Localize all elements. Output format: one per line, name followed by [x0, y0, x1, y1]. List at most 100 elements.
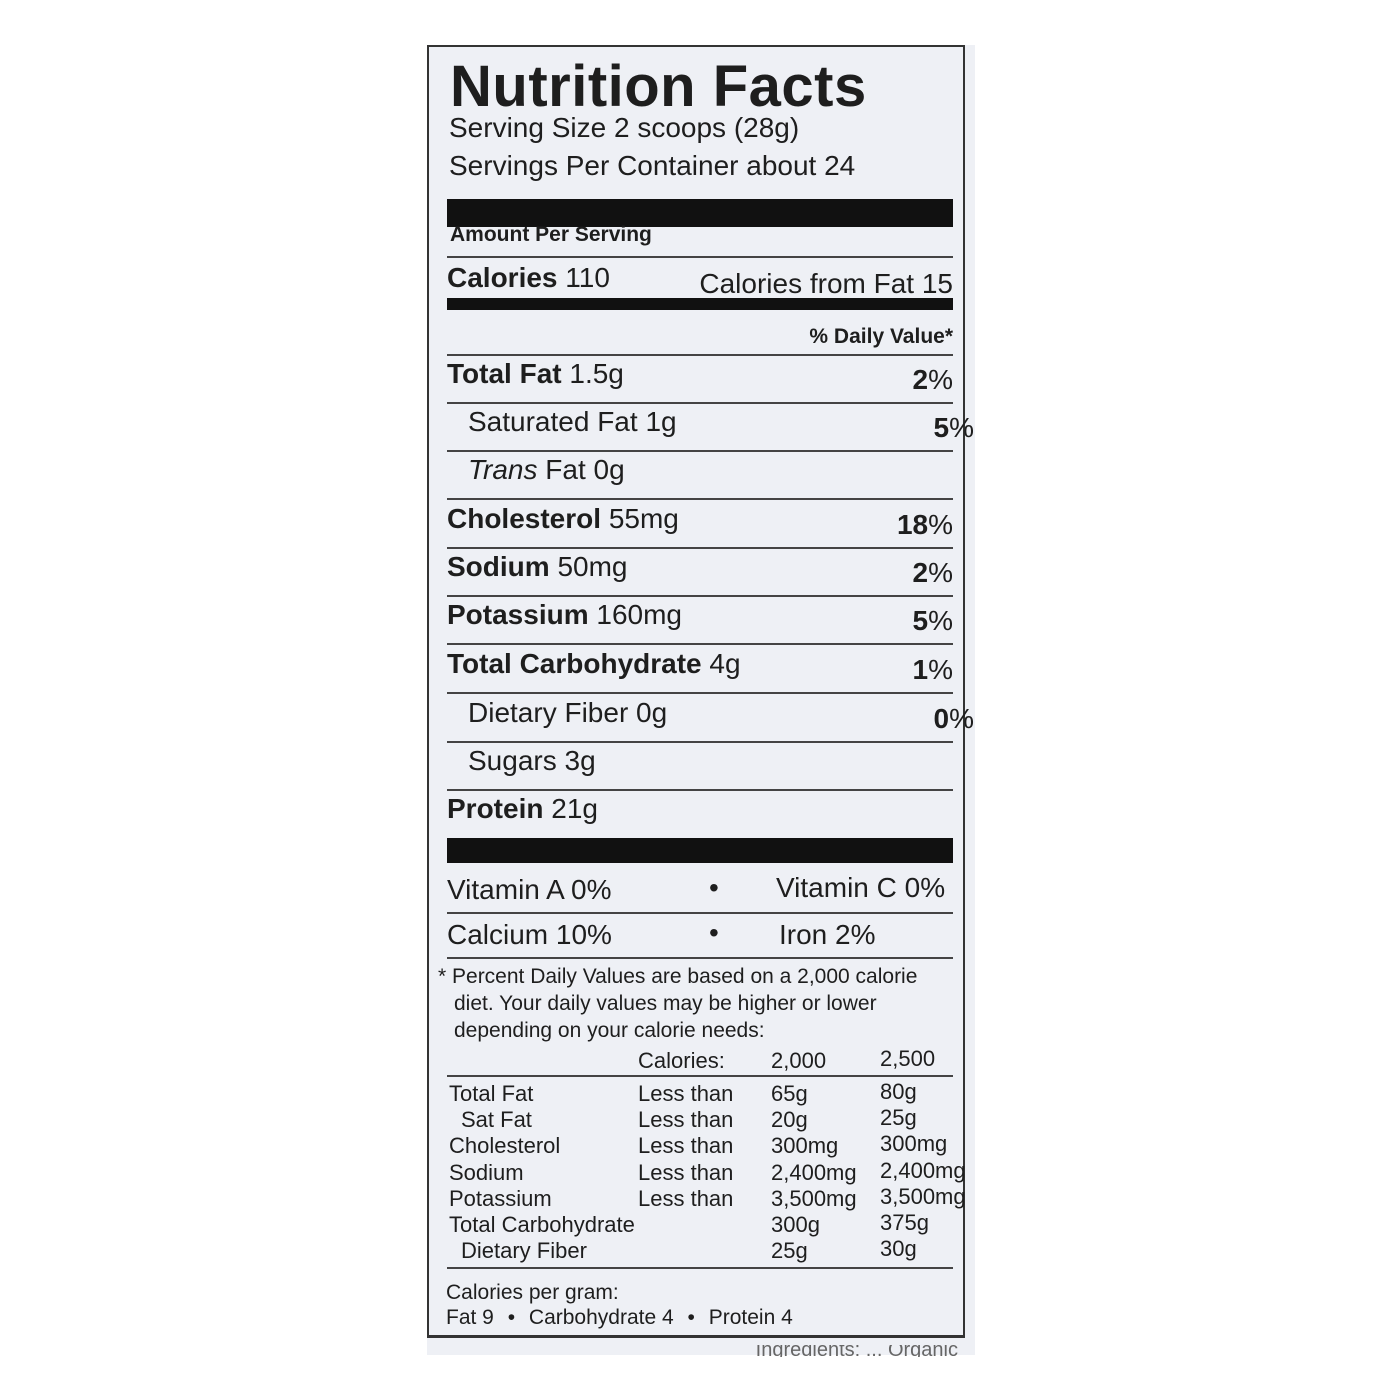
nutrient-amount: 55mg	[608, 503, 679, 534]
nutrition-label	[427, 45, 975, 1355]
divider	[447, 1075, 953, 1077]
calories-from-fat: Calories from Fat 15	[699, 268, 953, 299]
calories-row: Calories 110 Calories from Fat 15	[447, 262, 953, 298]
daily-value-percent: 5%	[913, 607, 953, 635]
divider	[447, 256, 953, 258]
dv-table-header-calories: Calories:	[638, 1048, 725, 1073]
dv-table-cell: Less than	[638, 1185, 734, 1211]
nutrient-row: Sodium 50mg 2%	[447, 551, 953, 587]
daily-value-number: 5	[933, 412, 950, 443]
nutrient-amount: 4g	[709, 648, 741, 679]
calories-per-gram-label: Calories per gram:	[446, 1281, 619, 1304]
divider	[447, 595, 953, 597]
percent-sign: %	[949, 412, 974, 443]
nutrient-amount: 0g	[636, 697, 668, 728]
percent-sign: %	[928, 605, 953, 636]
serving-size: Serving Size 2 scoops (28g)	[449, 112, 800, 143]
daily-value-header: % Daily Value*	[809, 325, 953, 348]
dv-table-cell: 3,500mg	[771, 1185, 857, 1211]
cut-off-ingredients: Ingredients: ... Organic	[755, 1345, 958, 1357]
divider	[447, 402, 953, 404]
divider	[447, 957, 953, 959]
divider	[447, 741, 953, 743]
daily-value-percent: 18%	[897, 511, 953, 539]
servings-per-container: Servings Per Container about 24	[449, 150, 856, 181]
dv-table-cell: 300mg	[880, 1131, 948, 1157]
divider	[447, 498, 953, 500]
calories-value: 110	[565, 262, 610, 293]
nutrient-name: Sodium	[447, 551, 550, 582]
protein-per-gram: Protein 4	[708, 1306, 793, 1329]
vitamin-row: Vitamin A 0% • Vitamin C 0%	[447, 874, 953, 905]
nutrient-row: Sugars 3g	[447, 747, 974, 775]
daily-value-percent: 0%	[934, 705, 974, 733]
vitamin-right: Iron 2%	[779, 919, 876, 950]
dv-table-cell: Cholesterol	[449, 1133, 561, 1159]
dv-table-cell: 300mg	[771, 1133, 839, 1159]
dv-table-cell: Sat Fat	[461, 1107, 532, 1133]
dv-table-cell: Less than	[638, 1133, 734, 1159]
dv-table-cell: 25g	[771, 1238, 808, 1264]
daily-value-percent: 2%	[913, 366, 953, 394]
daily-value-number: 5	[912, 605, 929, 636]
dv-table-cell: Total Fat	[449, 1081, 534, 1106]
bullet: •	[507, 1306, 516, 1329]
daily-value-percent: 2%	[913, 559, 953, 587]
dv-table-cell: 65g	[771, 1081, 808, 1106]
thick-divider	[447, 838, 953, 863]
dv-table-cell: 2,400mg	[771, 1159, 857, 1185]
bullet: •	[687, 1306, 695, 1329]
medium-divider	[447, 298, 953, 310]
title: Nutrition Facts	[450, 54, 867, 119]
nutrient-row: Trans Fat 0g	[447, 456, 974, 484]
calories-label: Calories	[447, 262, 558, 293]
footnote-line: diet. Your daily values may be higher or…	[454, 992, 877, 1015]
dv-table-cell: Dietary Fiber	[461, 1238, 587, 1264]
nutrient-amount: 160mg	[596, 599, 683, 630]
nutrient-name: Trans	[468, 454, 538, 485]
daily-value-number: 2	[912, 557, 929, 588]
thick-divider	[447, 199, 953, 227]
divider	[447, 692, 953, 694]
dv-table-cell: 30g	[880, 1236, 917, 1262]
divider	[447, 912, 953, 914]
vitamin-row: Calcium 10% • Iron 2%	[447, 917, 953, 950]
nutrient-row: Dietary Fiber 0g 0%	[447, 697, 974, 733]
vitamin-left: Vitamin A 0%	[447, 874, 612, 905]
nutrient-amount: Fat 0g	[545, 454, 625, 485]
dv-table-cell: Less than	[638, 1107, 734, 1133]
divider	[447, 1267, 953, 1269]
amount-per-serving: Amount Per Serving	[450, 223, 652, 246]
nutrient-name: Saturated Fat	[468, 406, 638, 437]
percent-sign: %	[928, 509, 953, 540]
daily-value-percent: 5%	[934, 414, 974, 442]
dv-table-cell: 2,400mg	[880, 1157, 966, 1183]
dv-table-cell: 25g	[880, 1105, 917, 1131]
nutrient-amount: 50mg	[557, 551, 628, 582]
carb-per-gram: Carbohydrate 4	[528, 1306, 674, 1329]
footnote-line: depending on your calorie needs:	[454, 1019, 765, 1042]
nutrient-row: Protein 21g	[447, 795, 953, 823]
nutrient-row: Cholesterol 55mg 18%	[447, 503, 953, 539]
nutrient-amount: 1g	[645, 406, 677, 437]
dv-table-cell: Potassium	[449, 1185, 552, 1211]
percent-sign: %	[928, 364, 953, 395]
nutrient-name: Total Carbohydrate	[447, 648, 702, 679]
vitamin-left: Calcium 10%	[447, 919, 612, 950]
footnote-line: * Percent Daily Values are based on a 2,…	[438, 965, 918, 988]
dv-table-header-2500: 2,500	[880, 1046, 936, 1071]
bullet: •	[709, 917, 719, 948]
percent-sign: %	[949, 703, 974, 734]
dv-table-cell: 300g	[771, 1212, 820, 1237]
nutrient-name: Protein	[447, 793, 544, 824]
nutrient-name: Sugars	[468, 745, 557, 776]
nutrient-name: Dietary Fiber	[468, 697, 629, 728]
nutrient-row: Saturated Fat 1g 5%	[447, 406, 974, 442]
nutrient-amount: 21g	[551, 793, 598, 824]
divider	[447, 643, 953, 645]
dv-table-cell: 20g	[771, 1107, 808, 1133]
dv-table-cell: Less than	[638, 1159, 734, 1185]
daily-value-number: 2	[912, 364, 929, 395]
percent-sign: %	[928, 654, 953, 685]
dv-table-cell: 3,500mg	[880, 1183, 966, 1209]
